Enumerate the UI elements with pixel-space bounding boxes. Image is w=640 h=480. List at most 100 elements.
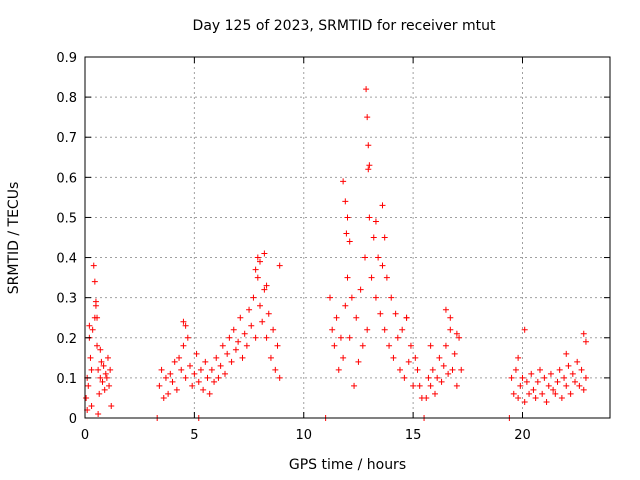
data-point [456, 334, 463, 341]
data-point [222, 370, 228, 377]
data-point [442, 342, 449, 349]
data-point [252, 334, 259, 341]
data-point [265, 310, 272, 317]
data-point [95, 410, 102, 417]
data-point [379, 262, 386, 269]
data-point [403, 314, 410, 321]
data-point [248, 322, 255, 329]
data-point [442, 306, 449, 313]
data-point [211, 378, 218, 385]
data-point [257, 302, 263, 309]
data-point [106, 382, 113, 389]
data-point [259, 318, 266, 325]
data-point [97, 374, 104, 381]
data-point [561, 374, 568, 381]
data-point [156, 382, 163, 389]
data-point [362, 254, 368, 261]
data-point [556, 366, 563, 373]
data-point [563, 382, 570, 389]
data-point [379, 202, 386, 209]
data-point [340, 178, 347, 185]
data-point [539, 390, 546, 397]
data-point [405, 358, 412, 365]
data-point [563, 350, 570, 357]
data-point [104, 354, 111, 361]
data-point [108, 402, 115, 409]
data-point [254, 254, 261, 261]
data-point [197, 366, 204, 373]
grid [85, 57, 610, 418]
data-point [351, 382, 358, 389]
data-point [543, 398, 550, 405]
data-point [582, 338, 589, 345]
axes: 0 0.1 0.2 0.3 0.4 0.5 0.6 0.7 0.8 0.9 0 5 10 15 20 [56, 51, 611, 443]
data-point [521, 326, 528, 333]
data-point [451, 350, 458, 357]
data-point [552, 390, 559, 397]
data-point [407, 342, 414, 349]
data-point [224, 350, 231, 357]
data-point [213, 354, 220, 361]
data-point [171, 358, 178, 365]
data-point [333, 314, 340, 321]
data-point [508, 374, 515, 381]
data-point [337, 334, 344, 341]
data-point [453, 382, 460, 389]
data-point [165, 390, 172, 397]
data-point [390, 354, 397, 361]
data-point [353, 314, 360, 321]
data-point [158, 366, 165, 373]
data-point [397, 366, 403, 373]
data-point [375, 254, 382, 261]
data-point [346, 238, 353, 245]
data-point [517, 382, 524, 389]
data-point [545, 382, 552, 389]
data-point [565, 362, 572, 369]
data-point [215, 374, 222, 381]
data-point [366, 214, 373, 221]
data-point [423, 394, 430, 401]
data-point [346, 334, 353, 341]
y-tick-label: 0.2 [56, 332, 77, 347]
data-point [274, 342, 281, 349]
data-point [438, 378, 445, 385]
data-point [272, 366, 279, 373]
data-point [86, 322, 93, 329]
data-point [434, 374, 441, 381]
data-point [381, 234, 388, 241]
data-point [365, 142, 372, 149]
data-point [94, 314, 101, 321]
data-point [90, 262, 97, 269]
data-point [425, 374, 432, 381]
data-point [567, 390, 574, 397]
data-point [582, 374, 589, 381]
data-point [449, 366, 456, 373]
data-point [103, 374, 110, 381]
data-point [364, 114, 371, 121]
data-point [85, 382, 92, 389]
data-point [87, 354, 94, 361]
data-point [276, 262, 283, 269]
data-point [429, 366, 436, 373]
data-point [458, 366, 465, 373]
data-point [432, 390, 438, 397]
data-point [388, 294, 395, 301]
data-point [94, 342, 101, 349]
data-point [416, 382, 423, 389]
data-point [580, 386, 587, 393]
data-point [263, 334, 270, 341]
data-point [176, 354, 183, 361]
data-point [399, 326, 406, 333]
data-point [554, 378, 561, 385]
data-point [574, 358, 581, 365]
y-tick-label: 0.6 [56, 171, 77, 186]
data-point [91, 278, 98, 285]
data-point [241, 330, 248, 337]
data-point [344, 214, 351, 221]
data-point [97, 346, 104, 353]
data-point [96, 390, 103, 397]
data-point [401, 374, 408, 381]
data-point [572, 378, 578, 385]
data-point [107, 366, 114, 373]
